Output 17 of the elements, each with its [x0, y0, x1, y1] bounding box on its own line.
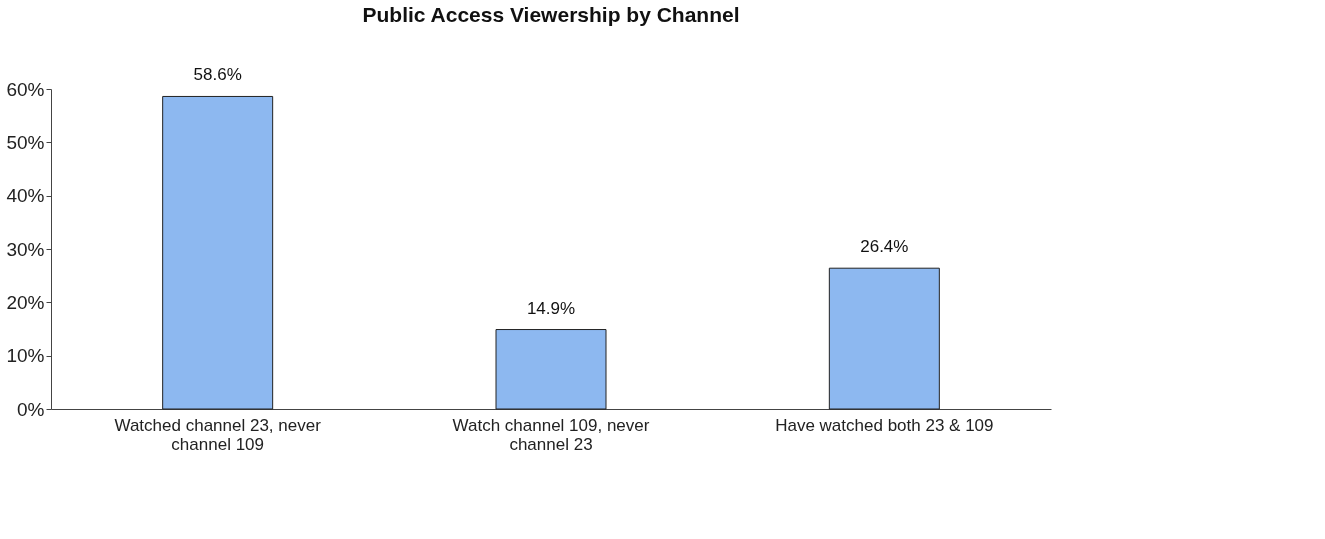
y-tick-label: 20%	[6, 291, 45, 313]
y-tick-label: 50%	[6, 131, 45, 153]
y-tick-label: 10%	[6, 345, 45, 367]
y-tick-label: 30%	[6, 238, 45, 260]
data-label: 14.9%	[526, 298, 576, 318]
y-tick-label: 60%	[6, 78, 45, 100]
data-label: 26.4%	[860, 237, 909, 257]
y-tick-label: 0%	[17, 398, 45, 420]
x-tick-label: Watch channel 109, never channel 23	[452, 415, 650, 454]
y-tick-label: 40%	[6, 185, 45, 207]
chart-title: Public Access Viewership by Channel	[362, 3, 740, 27]
bar	[828, 267, 940, 410]
bar	[162, 95, 274, 410]
x-tick-label: Watched channel 23, never channel 109	[114, 415, 322, 454]
x-tick-label: Have watched both 23 & 109	[775, 415, 994, 435]
data-label: 58.6%	[193, 65, 242, 85]
bar	[495, 329, 607, 410]
